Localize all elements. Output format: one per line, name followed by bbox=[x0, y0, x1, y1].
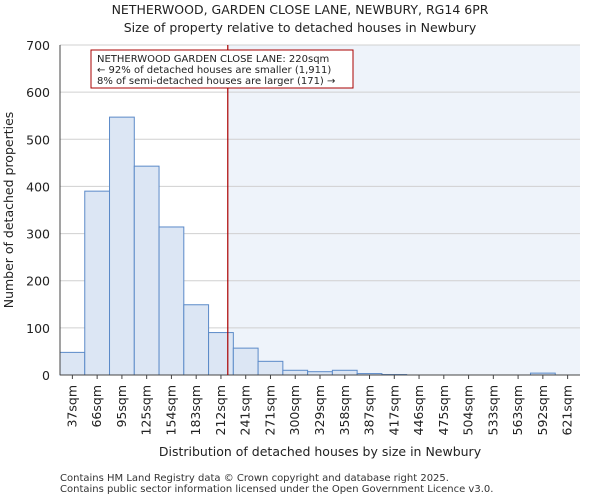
x-tick-label: 621sqm bbox=[560, 385, 575, 435]
x-tick-label: 446sqm bbox=[411, 385, 426, 435]
y-tick-label: 300 bbox=[26, 227, 50, 242]
x-tick-label: 592sqm bbox=[535, 385, 550, 435]
annotation-box bbox=[90, 49, 354, 89]
histogram-bar bbox=[257, 360, 284, 376]
x-tick-label: 329sqm bbox=[312, 385, 327, 435]
x-tick-label: 183sqm bbox=[188, 385, 203, 435]
histogram-bar bbox=[183, 304, 210, 376]
chart-title: NETHERWOOD, GARDEN CLOSE LANE, NEWBURY, … bbox=[112, 2, 489, 17]
y-tick-label: 700 bbox=[26, 38, 50, 53]
x-tick-label: 387sqm bbox=[362, 385, 377, 435]
y-tick-label: 100 bbox=[26, 321, 50, 336]
chart-subtitle: Size of property relative to detached ho… bbox=[124, 20, 477, 35]
x-tick-label: 66sqm bbox=[89, 385, 104, 428]
x-tick-label: 37sqm bbox=[64, 385, 79, 428]
x-tick-label: 95sqm bbox=[114, 385, 129, 428]
x-tick-label: 154sqm bbox=[163, 385, 178, 435]
y-tick-label: 0 bbox=[42, 368, 50, 383]
histogram-bar bbox=[331, 369, 358, 376]
x-tick-label: 533sqm bbox=[485, 385, 500, 435]
plot-area: 0 100 200 300 400 500 600 700 37sqm 66sqm 95sqm 125… bbox=[26, 38, 580, 435]
histogram-bar bbox=[109, 116, 135, 376]
y-tick-label: 600 bbox=[26, 85, 50, 100]
y-axis-label: Number of detached properties bbox=[1, 112, 16, 309]
histogram-bar bbox=[133, 165, 160, 376]
footer-attribution-1: Contains HM Land Registry data © Crown c… bbox=[60, 473, 449, 484]
x-tick-label: 504sqm bbox=[461, 385, 476, 435]
histogram-bar bbox=[208, 332, 234, 376]
histogram-bar bbox=[59, 351, 86, 376]
annotation-line: ← 92% of detached houses are smaller (1,… bbox=[97, 65, 331, 76]
x-tick-label: 358sqm bbox=[337, 385, 352, 435]
x-tick-label: 125sqm bbox=[139, 385, 154, 435]
y-tick-label: 400 bbox=[26, 179, 50, 194]
x-tick-label: 241sqm bbox=[238, 385, 253, 435]
annotation-line: NETHERWOOD GARDEN CLOSE LANE: 220sqm bbox=[97, 54, 329, 65]
x-axis-label: Distribution of detached houses by size … bbox=[159, 444, 482, 459]
annotation-line: 8% of semi-detached houses are larger (1… bbox=[97, 76, 335, 87]
x-tick-label: 417sqm bbox=[386, 385, 401, 435]
histogram-bar bbox=[282, 369, 309, 376]
y-tick-label: 200 bbox=[26, 274, 50, 289]
footer-attribution-2: Contains public sector information licen… bbox=[60, 484, 494, 495]
x-tick-label: 300sqm bbox=[287, 385, 302, 435]
larger-region-shade bbox=[227, 45, 580, 375]
y-tick-label: 500 bbox=[26, 132, 50, 147]
histogram-bar bbox=[232, 347, 259, 376]
histogram-bar bbox=[84, 190, 111, 376]
histogram-bar bbox=[158, 226, 185, 376]
x-tick-label: 563sqm bbox=[510, 385, 525, 435]
x-tick-label: 271sqm bbox=[262, 385, 277, 435]
x-tick-label: 212sqm bbox=[213, 385, 228, 435]
x-tick-label: 475sqm bbox=[436, 385, 451, 435]
